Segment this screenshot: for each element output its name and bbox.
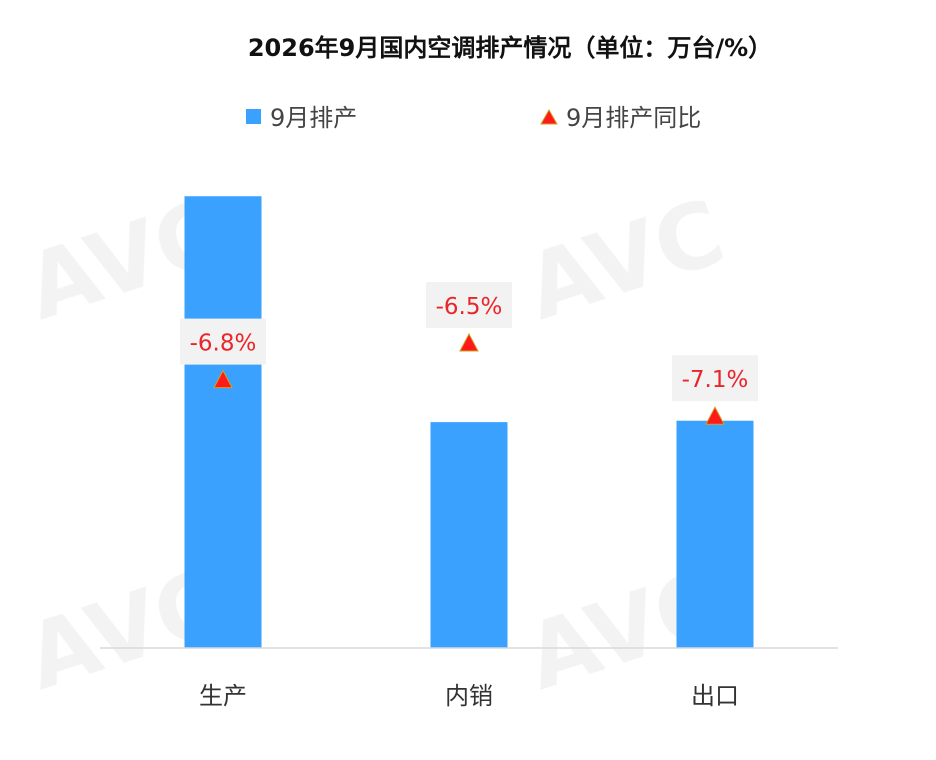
bar-series: [184, 196, 754, 648]
x-tick-label-2: 内销: [445, 682, 493, 710]
legend-bar-swatch: [246, 109, 261, 124]
data-label-3: -7.1%: [682, 367, 749, 393]
marker-2: [459, 332, 479, 352]
legend-marker-swatch: [540, 108, 558, 125]
data-label-bg-1: [180, 318, 266, 365]
watermark: AVC AVC AVC AVC: [14, 179, 736, 710]
bar-2: [430, 422, 508, 648]
svg-text:AVC: AVC: [514, 179, 736, 340]
chart-title: 2026年9月国内空调排产情况（单位：万台/%）: [248, 34, 772, 62]
data-label-2: -6.5%: [436, 294, 503, 320]
legend-marker-label: 9月排产同比: [566, 104, 701, 132]
marker-3: [705, 406, 725, 425]
marker-series: -6.8% -6.5% -7.1%: [180, 282, 758, 425]
x-axis-ticks: 生产 内销 出口: [199, 682, 739, 710]
data-label-1: -6.8%: [190, 331, 257, 357]
data-label-bg-3: [672, 355, 758, 402]
bar-1: [184, 196, 262, 648]
bar-3: [676, 420, 754, 648]
legend: 9月排产 9月排产同比: [246, 104, 701, 132]
legend-bar-label: 9月排产: [270, 104, 357, 132]
data-label-bg-2: [426, 282, 512, 328]
x-tick-label-3: 出口: [691, 682, 739, 710]
marker-1: [213, 369, 233, 389]
x-tick-label-1: 生产: [199, 682, 247, 710]
